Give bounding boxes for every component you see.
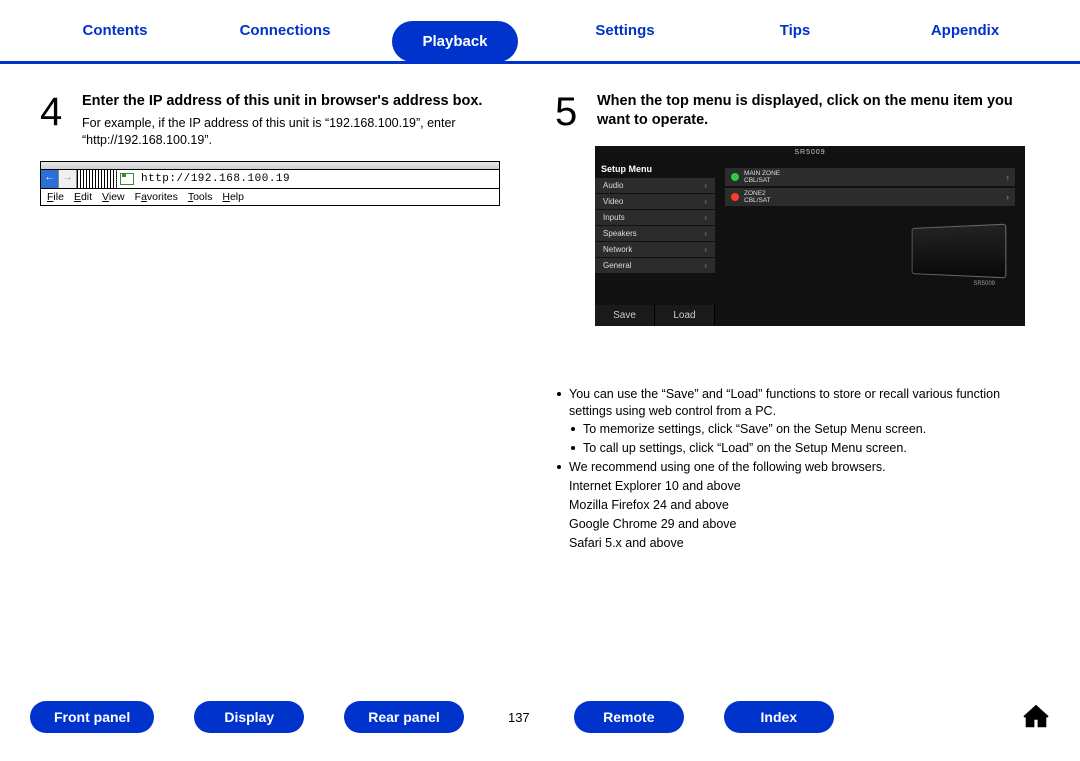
chevron-right-icon: › xyxy=(704,213,707,222)
menu-favorites[interactable]: Favorites xyxy=(135,191,178,203)
device-illustration xyxy=(912,223,1007,278)
step-5-number: 5 xyxy=(555,92,585,134)
step-5: 5 When the top menu is displayed, click … xyxy=(555,92,1040,134)
step-4-title: Enter the IP address of this unit in bro… xyxy=(82,92,525,111)
browser-mock: ← → http://192.168.100.19 File Edit View… xyxy=(40,161,500,206)
step-5-body: When the top menu is displayed, click on… xyxy=(597,92,1040,134)
step-5-title: When the top menu is displayed, click on… xyxy=(597,92,1040,130)
remote-button[interactable]: Remote xyxy=(574,701,684,733)
rear-panel-button[interactable]: Rear panel xyxy=(344,701,464,733)
setup-item-inputs[interactable]: Inputs › xyxy=(595,210,715,226)
index-button[interactable]: Index xyxy=(724,701,834,733)
save-button[interactable]: Save xyxy=(595,305,655,326)
browser-separator xyxy=(77,170,117,188)
setup-item-audio[interactable]: Audio › xyxy=(595,178,715,194)
note-browsers: We recommend using one of the following … xyxy=(555,459,1040,476)
menu-help[interactable]: Help xyxy=(222,191,244,203)
browser-titlebar xyxy=(40,161,500,169)
tab-appendix[interactable]: Appendix xyxy=(880,22,1050,39)
menu-tools[interactable]: Tools xyxy=(188,191,213,203)
zone-main[interactable]: MAIN ZONECBL/SAT › xyxy=(725,168,1015,187)
tab-playback-pill[interactable]: Playback xyxy=(392,21,517,62)
step-4: 4 Enter the IP address of this unit in b… xyxy=(40,92,525,149)
page-number: 137 xyxy=(504,710,534,725)
setup-item-network[interactable]: Network › xyxy=(595,242,715,258)
chevron-right-icon: › xyxy=(704,261,707,270)
note-save-load: You can use the “Save” and “Load” functi… xyxy=(555,386,1040,420)
content-area: 4 Enter the IP address of this unit in b… xyxy=(0,64,1080,554)
left-column: 4 Enter the IP address of this unit in b… xyxy=(40,92,525,554)
browser-address-row: ← → http://192.168.100.19 xyxy=(40,169,500,189)
address-text[interactable]: http://192.168.100.19 xyxy=(137,173,499,185)
menu-file[interactable]: File xyxy=(47,191,64,203)
chevron-right-icon: › xyxy=(704,245,707,254)
chevron-right-icon: › xyxy=(704,181,707,190)
chevron-right-icon: › xyxy=(1006,192,1009,202)
top-nav: Contents Connections Playback Settings T… xyxy=(0,0,1080,64)
chevron-right-icon: › xyxy=(704,197,707,206)
zone-2[interactable]: ZONE2CBL/SAT › xyxy=(725,188,1015,207)
chevron-right-icon: › xyxy=(704,229,707,238)
bottom-nav: Front panel Display Rear panel 137 Remot… xyxy=(30,701,1050,733)
tab-playback[interactable]: Playback xyxy=(370,10,540,51)
setup-item-speakers-label: Speakers xyxy=(603,229,637,238)
setup-item-general[interactable]: General › xyxy=(595,258,715,274)
tab-tips[interactable]: Tips xyxy=(710,22,880,39)
note-callup: To call up settings, click “Load” on the… xyxy=(569,440,1040,457)
setup-menu-title: Setup Menu xyxy=(595,160,715,178)
setup-item-inputs-label: Inputs xyxy=(603,213,625,222)
back-icon[interactable]: ← xyxy=(41,170,59,188)
note-safari: Safari 5.x and above xyxy=(555,535,1040,552)
forward-icon[interactable]: → xyxy=(59,170,77,188)
model-label: SR5009 xyxy=(794,149,825,156)
display-button[interactable]: Display xyxy=(194,701,304,733)
note-ie: Internet Explorer 10 and above xyxy=(555,478,1040,495)
front-panel-button[interactable]: Front panel xyxy=(30,701,154,733)
chevron-right-icon: › xyxy=(1006,172,1009,182)
step-4-body: Enter the IP address of this unit in bro… xyxy=(82,92,525,149)
setup-menu-screenshot: SR5009 Setup Menu Audio › Video › Inputs › … xyxy=(595,146,1025,326)
step-4-number: 4 xyxy=(40,92,70,149)
tab-contents[interactable]: Contents xyxy=(30,22,200,39)
zone-main-label: MAIN ZONECBL/SAT xyxy=(744,170,780,184)
setup-left-panel: Setup Menu Audio › Video › Inputs › Speaker… xyxy=(595,160,715,274)
device-label: SR5009 xyxy=(973,281,995,287)
step-4-desc: For example, if the IP address of this u… xyxy=(82,115,525,149)
note-memorize: To memorize settings, click “Save” on th… xyxy=(569,421,1040,438)
zone-2-label: ZONE2CBL/SAT xyxy=(744,190,771,204)
notes-list: You can use the “Save” and “Load” functi… xyxy=(555,386,1040,552)
menu-view[interactable]: View xyxy=(102,191,125,203)
browser-menu-row: File Edit View Favorites Tools Help xyxy=(40,189,500,206)
power-on-icon xyxy=(731,173,739,181)
setup-item-general-label: General xyxy=(603,261,631,270)
menu-edit[interactable]: Edit xyxy=(74,191,92,203)
setup-bottom-bar: Save Load xyxy=(595,305,715,326)
right-column: 5 When the top menu is displayed, click … xyxy=(555,92,1040,554)
tab-settings[interactable]: Settings xyxy=(540,22,710,39)
setup-item-audio-label: Audio xyxy=(603,181,623,190)
home-icon[interactable] xyxy=(1022,704,1050,730)
setup-item-video[interactable]: Video › xyxy=(595,194,715,210)
note-firefox: Mozilla Firefox 24 and above xyxy=(555,497,1040,514)
setup-item-video-label: Video xyxy=(603,197,623,206)
setup-item-network-label: Network xyxy=(603,245,632,254)
tab-connections[interactable]: Connections xyxy=(200,22,370,39)
setup-item-speakers[interactable]: Speakers › xyxy=(595,226,715,242)
note-chrome: Google Chrome 29 and above xyxy=(555,516,1040,533)
page-icon xyxy=(120,173,134,185)
load-button[interactable]: Load xyxy=(655,305,715,326)
power-off-icon xyxy=(731,193,739,201)
